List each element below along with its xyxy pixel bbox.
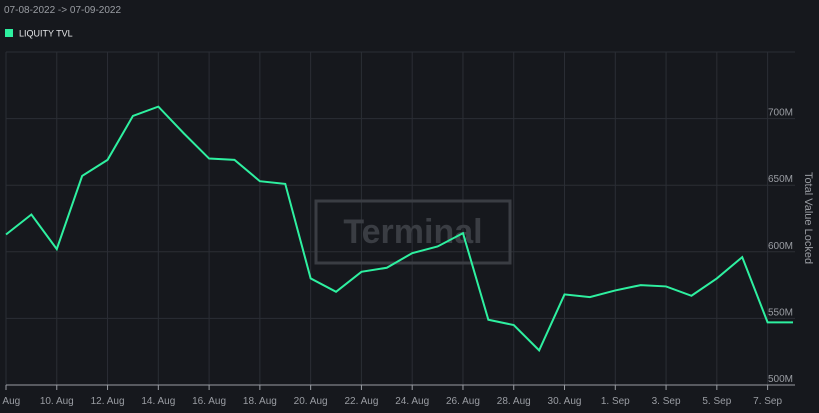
x-tick-label: 20. Aug [294, 396, 328, 407]
y-axis-label: Total Value Locked [802, 172, 814, 264]
y-tick-label: 500M [768, 374, 793, 385]
x-tick-label: 12. Aug [91, 396, 125, 407]
y-tick-label: 700M [768, 108, 793, 119]
legend-swatch [5, 29, 13, 37]
x-tick-label: 8. Aug [0, 396, 20, 407]
x-tick-label: 28. Aug [497, 396, 531, 407]
watermark: Terminal [343, 213, 482, 251]
x-tick-label: 3. Sep [652, 396, 681, 407]
x-tick-label: 18. Aug [243, 396, 277, 407]
date-range: 07-08-2022 -> 07-09-2022 [4, 5, 121, 16]
x-tick-label: 30. Aug [548, 396, 582, 407]
y-tick-label: 600M [768, 241, 793, 252]
y-tick-label: 550M [768, 307, 793, 318]
watermark-frame [314, 199, 512, 265]
y-tick-label: 650M [768, 174, 793, 185]
x-tick-label: 14. Aug [141, 396, 175, 407]
x-tick-label: 24. Aug [395, 396, 429, 407]
x-tick-label: 7. Sep [753, 396, 782, 407]
x-tick-label: 26. Aug [446, 396, 480, 407]
x-tick-label: 5. Sep [702, 396, 731, 407]
x-tick-label: 16. Aug [192, 396, 226, 407]
x-tick-label: 1. Sep [601, 396, 630, 407]
x-tick-label: 10. Aug [40, 396, 74, 407]
watermark-box: Terminal [314, 199, 512, 265]
x-tick-label: 22. Aug [344, 396, 378, 407]
line-series [5, 105, 793, 353]
legend-label: LIQUITY TVL [19, 29, 73, 39]
